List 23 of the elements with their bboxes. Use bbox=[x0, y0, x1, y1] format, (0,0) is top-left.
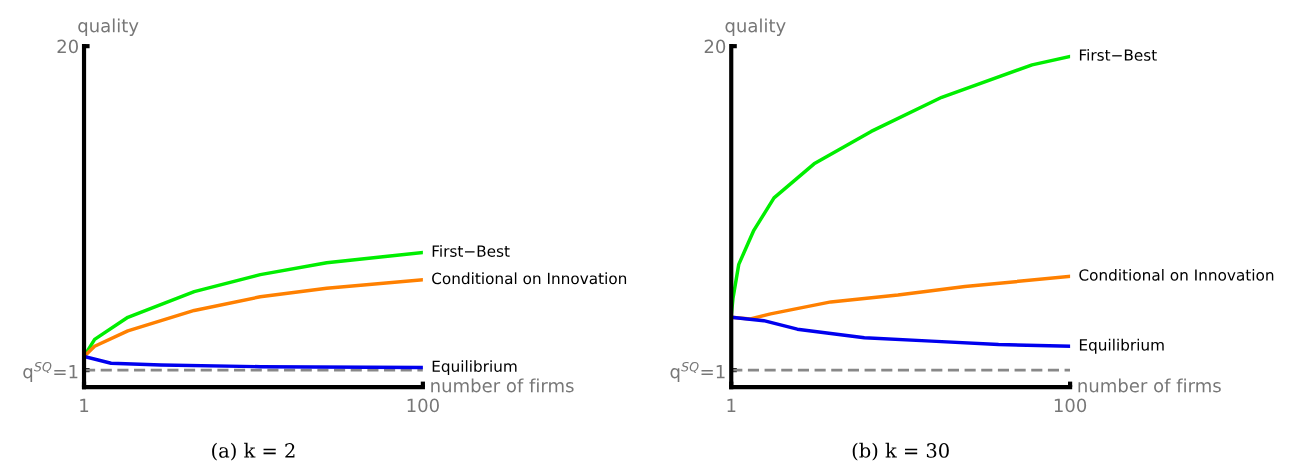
series-label: First−Best bbox=[432, 245, 510, 257]
x-tick-label: 1 bbox=[80, 398, 89, 412]
y-axis-title: quality bbox=[725, 18, 786, 36]
x-axis-title: number of firms bbox=[1078, 378, 1221, 393]
line-series bbox=[84, 354, 423, 370]
y-tick-label: 20 bbox=[57, 39, 78, 54]
text: (b) k = 30 bbox=[852, 442, 949, 461]
series-label: Conditional on Innovation bbox=[432, 272, 627, 285]
series-label: First−Best bbox=[1079, 49, 1157, 61]
series-label: Equilibrium bbox=[432, 360, 517, 375]
line-series bbox=[731, 315, 1071, 348]
x-tick-label: 100 bbox=[407, 398, 439, 413]
y-tick-label: q$^{SQ}$=1 bbox=[23, 361, 78, 382]
y-tick-label: 20 bbox=[704, 39, 726, 54]
x-axis-title: number of firms bbox=[431, 378, 574, 393]
text: (a) k = 2 bbox=[212, 442, 295, 461]
line-series bbox=[84, 278, 423, 359]
series-label: Conditional on Innovation bbox=[1079, 268, 1274, 281]
x-tick-label: 100 bbox=[1054, 398, 1087, 413]
y-tick-label: q$^{SQ}$=1 bbox=[670, 361, 725, 382]
x-tick-label: 1 bbox=[727, 398, 736, 412]
y-axis-title: quality bbox=[78, 18, 139, 36]
series-label: Equilibrium bbox=[1079, 338, 1164, 354]
